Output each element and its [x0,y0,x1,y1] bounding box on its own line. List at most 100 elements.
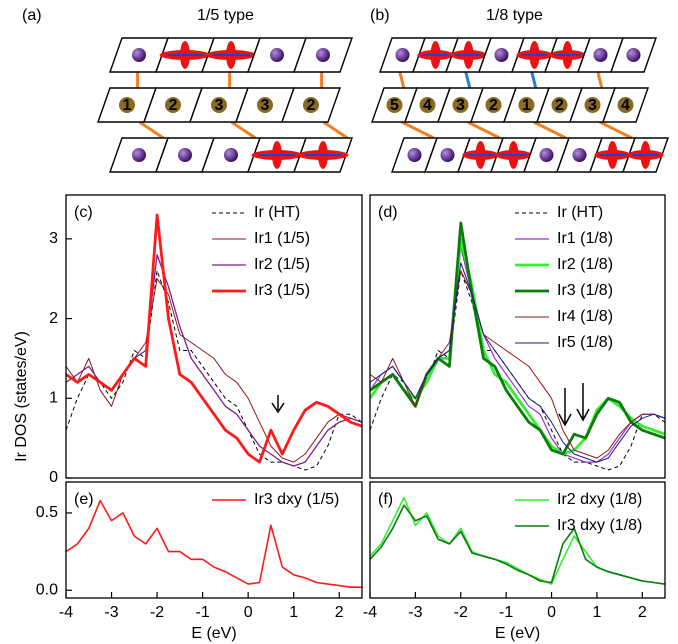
site-label: 3 [588,97,597,114]
dos-line [66,278,362,463]
legend-label: Ir2 dxy (1/8) [557,491,642,508]
diagram-title: 1/8 type [486,7,543,24]
y-tick-label: 1 [49,390,58,407]
legend-label: Ir3 dxy (1/5) [254,491,339,508]
site [518,97,535,113]
site-label: 2 [169,97,178,114]
bond [322,120,349,140]
atom [626,48,641,62]
atom [539,148,554,162]
site-label: 3 [215,97,224,114]
arrow [271,395,285,414]
site-label: 2 [555,97,564,114]
dos-line [370,237,665,456]
dos-line [66,270,362,471]
atom [572,148,587,162]
dos-line [66,254,362,467]
x-tick-label: -4 [59,604,73,621]
bond [401,120,435,140]
site [485,97,502,113]
legend-label: Ir3 dxy (1/8) [557,517,642,534]
panel-label: (f) [378,491,393,508]
dos-line [370,496,665,585]
plot-frame [65,481,363,599]
atom [132,148,146,162]
site [452,97,469,113]
y-axis-label: Ir DOS (states/eV) [13,331,30,462]
site [617,97,634,113]
atom [178,148,192,162]
bond [467,120,501,140]
x-tick-label: 1 [592,604,601,621]
site [386,97,403,113]
atom [395,48,410,62]
dos-line [370,246,665,463]
site-label: 4 [621,97,630,114]
y-tick-label: 2 [49,310,58,327]
legend-label: Ir (HT) [557,204,603,221]
site [584,97,601,113]
site-label: 4 [423,97,432,114]
site [303,97,319,113]
atom [407,148,422,162]
x-tick-label: 1 [289,604,298,621]
atom [316,48,330,62]
dos-line [370,262,665,463]
site [257,97,273,113]
x-tick-label: -2 [454,604,468,621]
legend-label: Ir3 (1/5) [254,282,310,299]
legend-label: Ir3 (1/8) [557,282,613,299]
x-tick-label: -2 [150,604,164,621]
panel-label: (b) [370,7,390,24]
panel-label: (d) [378,204,398,221]
arrow [576,383,590,422]
legend-label: Ir2 (1/8) [557,256,613,273]
arrows [271,383,590,427]
site-label: 1 [123,97,132,114]
bond [138,120,165,140]
diagram-title: 1/5 type [197,7,254,24]
site-label: 5 [390,97,399,114]
site [211,97,227,113]
bond [398,71,406,89]
legend-label: Ir1 (1/5) [254,230,310,247]
legend-label: Ir5 (1/8) [557,334,613,351]
x-tick-label: -1 [499,604,513,621]
x-tick-label: 0 [547,604,556,621]
x-tick-label: -3 [408,604,422,621]
atom [440,148,455,162]
legend-label: Ir2 (1/5) [254,256,310,273]
atom [270,48,284,62]
bond [464,71,472,89]
atom [132,48,146,62]
site [419,97,436,113]
x-tick-label: -1 [195,604,209,621]
bond [599,120,633,140]
legend-label: Ir4 (1/8) [557,308,613,325]
site-label: 2 [489,97,498,114]
site [119,97,135,113]
plot-frame [369,481,666,599]
site-label: 1 [522,97,531,114]
legend-label: Ir (HT) [254,204,300,221]
site [165,97,181,113]
legend-label: Ir1 (1/8) [557,230,613,247]
plot-frame [369,194,666,479]
bond [533,120,567,140]
site [551,97,568,113]
dos-line [370,270,665,459]
y-tick-label: 0.5 [36,504,58,521]
x-tick-label: 2 [335,604,344,621]
x-tick-label: -3 [104,604,118,621]
bond [596,71,604,89]
panel-label: (c) [74,204,93,221]
x-tick-label: 2 [638,604,647,621]
arrow [558,388,572,427]
y-tick-label: 0.0 [36,581,58,598]
atom [593,48,608,62]
bond [530,71,538,89]
atom [494,48,509,62]
site-label: 3 [261,97,270,114]
panel-label: (a) [22,7,42,24]
